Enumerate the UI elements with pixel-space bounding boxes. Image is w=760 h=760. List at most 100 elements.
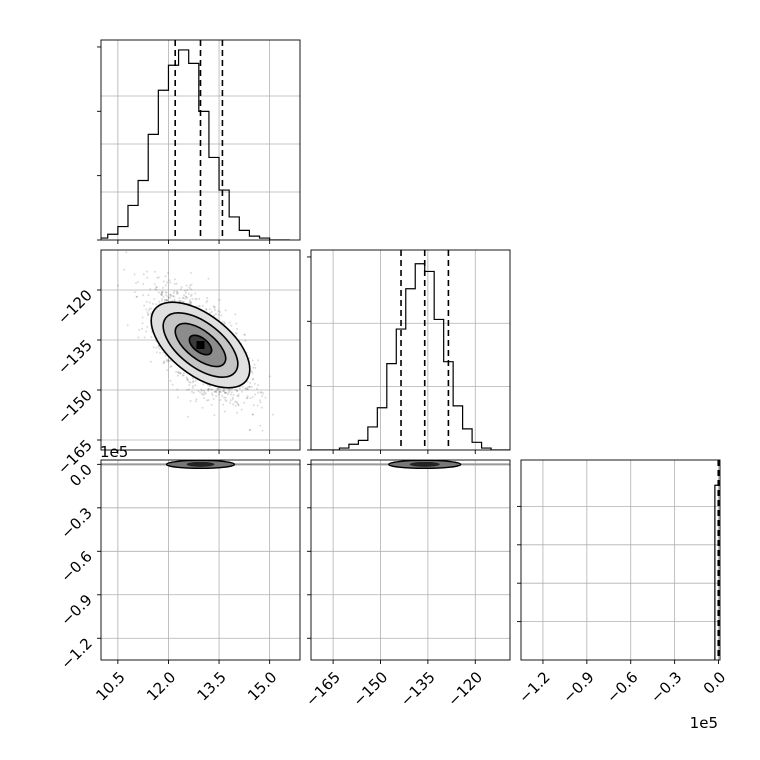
sample-point (186, 289, 189, 292)
sample-point (156, 276, 159, 279)
sample-point (170, 294, 173, 297)
hist-p3-frame (520, 459, 721, 661)
sample-point (252, 378, 255, 381)
sample-point (224, 396, 227, 399)
sample-point (236, 390, 239, 393)
sample-point (213, 314, 216, 317)
sample-point (195, 398, 198, 401)
sample-point (194, 379, 197, 382)
sample-point (141, 316, 144, 319)
sample-point (166, 299, 169, 302)
sample-point (228, 321, 231, 324)
sample-point (192, 385, 195, 388)
sample-point (260, 406, 263, 409)
sample-point (166, 360, 169, 363)
sample-point (152, 346, 155, 349)
density-peak (196, 341, 205, 349)
sample-point (223, 388, 226, 391)
sample-point (137, 281, 139, 283)
y-tick-label-p2-1: −135 (54, 336, 96, 378)
sample-point (175, 290, 178, 293)
sample-point (195, 297, 198, 300)
sample-point (223, 410, 226, 413)
sample-point (179, 300, 182, 303)
sample-point (215, 395, 218, 397)
sample-point (202, 393, 205, 396)
sample-point (262, 392, 265, 395)
sample-point (160, 293, 162, 296)
scatter-p3-p1 (97, 459, 301, 664)
sample-point (229, 388, 232, 391)
sample-point (195, 400, 198, 403)
sample-point (234, 332, 237, 335)
sample-point (206, 297, 209, 299)
sample-point (149, 288, 152, 291)
sample-point (203, 397, 206, 399)
sample-point (253, 363, 256, 366)
sample-point (207, 399, 210, 402)
sample-point (153, 298, 156, 300)
sample-point (184, 291, 187, 294)
sample-point (250, 385, 253, 388)
sample-point (224, 391, 227, 394)
sample-point (157, 345, 160, 348)
sample-point (182, 296, 185, 299)
sample-point (117, 284, 120, 287)
sample-point (189, 302, 192, 305)
sample-point (236, 402, 239, 405)
sample-point (208, 388, 211, 391)
sample-point (165, 299, 168, 302)
sample-point (230, 393, 232, 396)
sample-point (228, 389, 231, 392)
sample-point (223, 322, 226, 325)
sample-point (163, 298, 166, 301)
sample-point (252, 366, 255, 369)
x-tick-label-p3-0: −1.2 (515, 668, 553, 706)
sample-point (257, 384, 260, 387)
sample-point (169, 366, 172, 368)
sample-point (147, 294, 150, 297)
sample-point (180, 300, 183, 303)
sample-point (182, 372, 185, 375)
scatter-p3-p1-frame (100, 459, 301, 661)
sample-point (208, 385, 211, 388)
sample-point (176, 291, 179, 294)
density-peak (186, 461, 215, 467)
sample-point (189, 271, 192, 274)
sample-point (135, 282, 137, 285)
sample-point (187, 378, 189, 381)
sample-point (240, 390, 243, 393)
sample-point (203, 391, 206, 394)
sample-point (205, 308, 208, 311)
sample-point (259, 401, 262, 404)
sample-point (243, 333, 246, 336)
sample-point (153, 283, 156, 286)
sample-point (190, 301, 193, 304)
sample-point (189, 381, 192, 384)
sample-point (229, 401, 232, 404)
sample-point (165, 299, 168, 302)
sample-point (166, 295, 169, 298)
x-tick-label-p1-2: 13.5 (194, 668, 230, 704)
scatter-p3-p2 (307, 459, 511, 664)
sample-point (254, 393, 256, 396)
hist-p2 (307, 249, 511, 454)
sample-point (237, 403, 240, 406)
sample-point (169, 296, 172, 299)
sample-point (147, 314, 150, 317)
sample-point (207, 277, 210, 280)
sample-point (148, 309, 151, 312)
sample-point (175, 282, 178, 285)
sample-point (210, 388, 213, 391)
sample-point (228, 391, 231, 394)
sample-point (155, 303, 158, 306)
sample-point (189, 295, 192, 297)
sample-point (180, 286, 183, 289)
y-tick-label-p2-0: −120 (54, 286, 96, 328)
sample-point (248, 385, 251, 388)
sample-point (221, 395, 224, 397)
hist-p2-histogram (311, 263, 510, 450)
sample-point (182, 374, 185, 377)
sample-point (143, 304, 146, 307)
sample-point (234, 400, 237, 403)
